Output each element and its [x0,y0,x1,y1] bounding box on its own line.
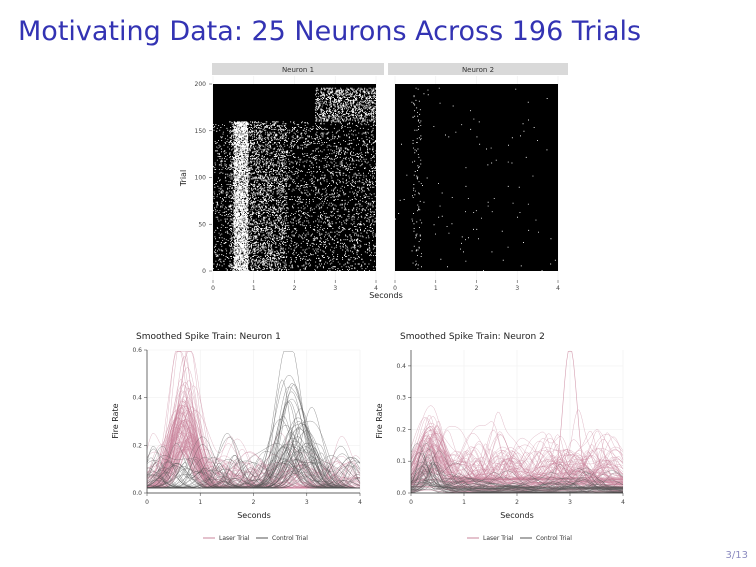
x-tick-label: 4 [374,285,378,292]
x-tick-label: 4 [358,499,362,506]
x-tick-label: 1 [252,285,256,292]
control-trial-line [410,478,623,488]
s1-xlabel: Seconds [237,511,271,520]
control-trial-line [146,442,360,489]
s2-xlabel: Seconds [500,511,534,520]
x-tick-label: 2 [252,499,256,506]
y-tick-label: 0.2 [132,442,142,449]
y-tick-label: 0.1 [396,458,406,465]
y-tick-label: 0.3 [396,395,406,402]
x-tick-label: 1 [198,499,202,506]
y-tick-label: 150 [195,128,207,135]
y-tick-label: 0.4 [396,363,406,370]
legend-neuron-1: Laser Trial Control Trial [203,535,308,542]
control-trial-line [411,477,623,491]
page-number: 3/13 [725,550,748,561]
x-tick-label: 3 [333,285,337,292]
laser-trial-line [410,425,624,483]
x-tick-label: 1 [434,285,438,292]
legend-neuron-2: Laser Trial Control Trial [467,535,572,542]
y-tick-label: 0.6 [132,347,142,354]
y-tick-label: 0.0 [396,490,406,497]
raster-ylabel: Trial [179,170,188,187]
x-tick-label: 1 [462,499,466,506]
laser-trial-line [410,450,624,489]
spike-raster-neuron-1 [213,87,377,272]
spike-marks [213,87,556,272]
x-tick-label: 3 [568,499,572,506]
x-tick-label: 3 [515,285,519,292]
raster-data-region-neuron-2 [395,84,558,271]
y-tick-label: 50 [198,221,206,228]
legend-label-control: Control Trial [272,535,308,542]
x-tick-label: 2 [475,285,479,292]
control-trial-line [147,440,361,489]
legend-label-laser: Laser Trial [219,535,250,542]
control-trial-line [410,468,623,491]
control-trial-line [410,448,623,490]
chart-title-neuron-2: Smoothed Spike Train: Neuron 2 [400,332,545,342]
x-tick-label: 3 [305,499,309,506]
laser-trial-line [410,452,624,489]
raster-xlabel: Seconds [369,291,403,300]
series-lines [410,351,624,494]
x-tick-label: 0 [145,499,149,506]
x-tick-label: 2 [293,285,297,292]
x-tick-label: 0 [211,285,215,292]
series-lines [146,351,361,489]
laser-trial-line [410,445,624,481]
y-tick-label: 200 [195,81,207,88]
facet-strip-neuron-2 [388,63,568,75]
s1-ylabel: Fire Rate [111,403,120,438]
control-trial-line [146,430,360,489]
x-tick-label: 2 [515,499,519,506]
x-tick-label: 0 [393,285,397,292]
x-tick-label: 0 [409,499,413,506]
y-tick-label: 0.4 [132,395,142,402]
legend-label-laser: Laser Trial [483,535,514,542]
slide-title: Motivating Data: 25 Neurons Across 196 T… [18,16,642,47]
facet-label-neuron-1: Neuron 1 [282,66,314,74]
legend-label-control: Control Trial [536,535,572,542]
chart-title-neuron-1: Smoothed Spike Train: Neuron 1 [136,332,281,342]
x-tick-label: 4 [621,499,625,506]
s2-ylabel: Fire Rate [375,403,384,438]
control-trial-line [410,461,624,491]
facet-label-neuron-2: Neuron 2 [462,66,494,74]
control-trial-line [410,464,623,492]
laser-trial-line [410,430,623,480]
x-tick-label: 4 [556,285,560,292]
control-trial-line [410,468,624,493]
y-tick-label: 0 [202,268,206,275]
y-tick-label: 0.2 [396,426,406,433]
facet-strip-neuron-1 [212,63,384,75]
y-tick-label: 100 [195,175,207,182]
y-tick-label: 0.0 [132,490,142,497]
laser-trial-line [410,425,623,485]
